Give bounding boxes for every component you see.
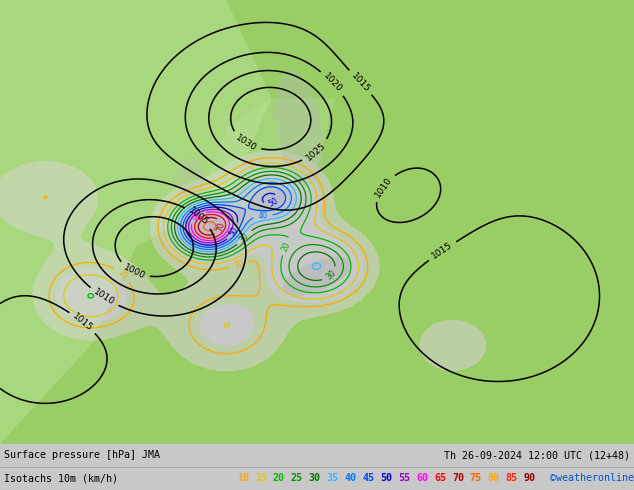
Text: 1025: 1025: [304, 141, 328, 162]
Text: 1030: 1030: [234, 133, 258, 153]
Text: 80: 80: [488, 473, 500, 484]
Text: 1015: 1015: [349, 71, 372, 94]
Text: Isotachs 10m (km/h): Isotachs 10m (km/h): [4, 473, 119, 484]
Text: 1010: 1010: [92, 288, 116, 307]
Polygon shape: [0, 0, 272, 444]
Text: 60: 60: [416, 473, 428, 484]
Text: 60: 60: [191, 210, 204, 223]
Text: Surface pressure [hPa] JMA: Surface pressure [hPa] JMA: [4, 450, 160, 461]
Text: Th 26-09-2024 12:00 UTC (12+48): Th 26-09-2024 12:00 UTC (12+48): [444, 450, 630, 461]
Text: 45: 45: [363, 473, 375, 484]
Text: 55: 55: [398, 473, 410, 484]
Text: 40: 40: [344, 473, 356, 484]
Text: 1000: 1000: [122, 263, 146, 281]
Text: 90: 90: [524, 473, 536, 484]
Text: 85: 85: [506, 473, 517, 484]
Text: 50: 50: [267, 196, 280, 209]
Text: 40: 40: [257, 211, 268, 221]
Ellipse shape: [275, 70, 323, 187]
Text: 70: 70: [452, 473, 464, 484]
Text: 1015: 1015: [430, 241, 455, 261]
Text: 25: 25: [291, 473, 303, 484]
Text: 1010: 1010: [373, 175, 394, 199]
Text: 1015: 1015: [71, 312, 94, 333]
Text: 1005: 1005: [187, 206, 210, 227]
Text: 10: 10: [237, 473, 249, 484]
Text: 20: 20: [280, 240, 292, 253]
Polygon shape: [209, 98, 335, 217]
Text: 10: 10: [116, 268, 129, 281]
Text: 15: 15: [255, 473, 267, 484]
Text: 65: 65: [434, 473, 446, 484]
Text: 30: 30: [324, 269, 337, 282]
Text: 75: 75: [470, 473, 482, 484]
Text: 70: 70: [216, 221, 226, 233]
Text: 10: 10: [233, 258, 245, 270]
Text: 20: 20: [273, 473, 285, 484]
Text: 50: 50: [227, 225, 240, 238]
Text: ©weatheronline.co.uk: ©weatheronline.co.uk: [550, 473, 634, 484]
Text: 30: 30: [238, 231, 251, 244]
Ellipse shape: [283, 257, 351, 295]
Text: 30: 30: [309, 473, 321, 484]
Text: 35: 35: [327, 473, 339, 484]
Text: 50: 50: [380, 473, 392, 484]
Ellipse shape: [177, 158, 204, 197]
Text: 1020: 1020: [321, 72, 344, 95]
